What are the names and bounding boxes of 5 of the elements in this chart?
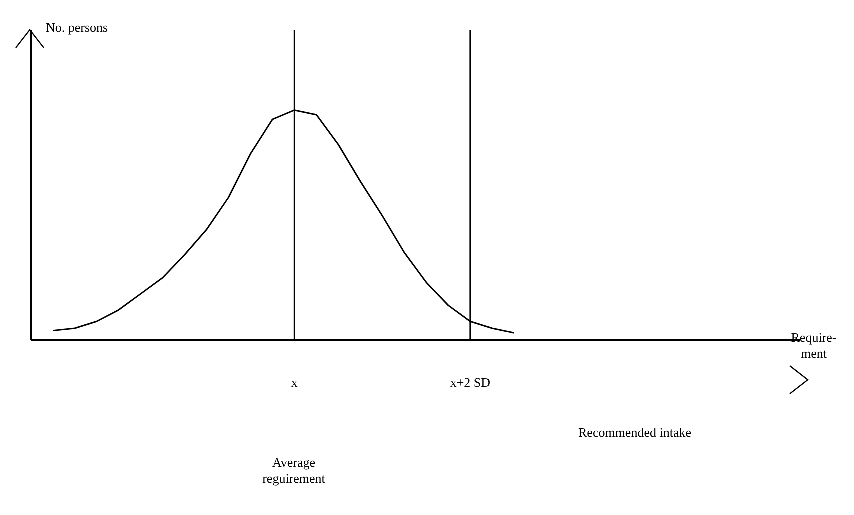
x-tick-label: x+2 SD xyxy=(450,375,491,390)
text: Recommended intake xyxy=(578,425,692,441)
x-tick-label: x xyxy=(291,375,298,390)
text: No. persons xyxy=(46,20,108,36)
text: Average reguirement xyxy=(262,455,326,487)
